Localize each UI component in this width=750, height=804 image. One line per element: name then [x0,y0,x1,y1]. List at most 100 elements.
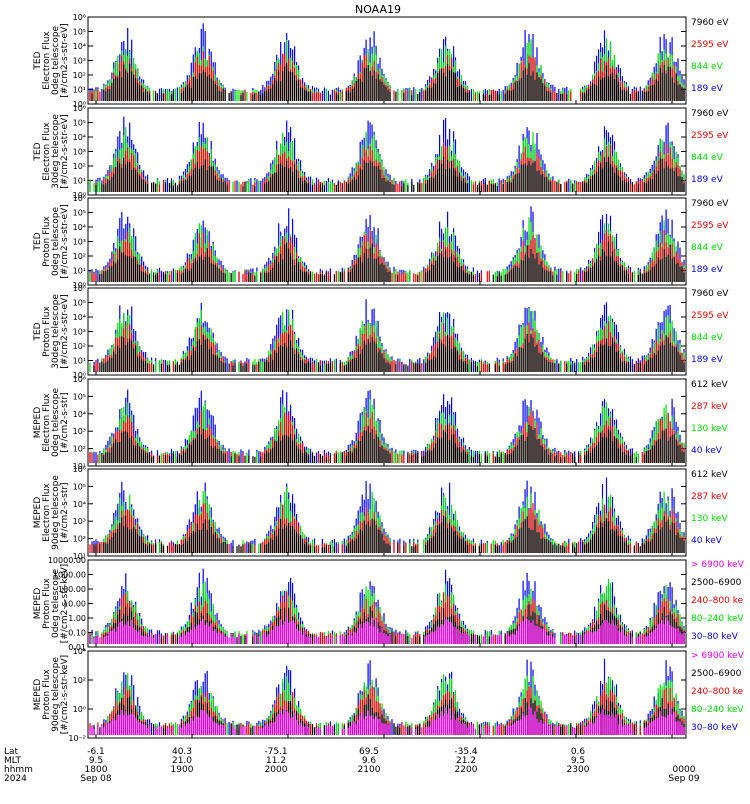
time-axis-row-label: MLT [4,756,22,766]
legend-entry: 189 eV [691,355,724,365]
y-tick-label: 10⁴ [73,313,86,322]
time-axis-value: 9.5 [571,756,585,766]
legend-entry: 189 eV [691,84,724,94]
time-axis-value: 69.5 [359,747,379,757]
y-axis-label-line: 30deg telescope [51,294,61,369]
legend-entry: 2500–6900 [691,578,742,588]
y-tick-label: 10¹ [73,462,86,471]
legend-entry: 30–80 keV [691,723,739,733]
series-trace-4 [93,333,685,372]
series-trace-4 [91,62,685,101]
y-tick-label: 10⁶ [73,104,86,113]
y-tick-label: 10³ [73,427,86,436]
time-axis-row-label: hhmm [4,765,33,775]
y-axis-label-line: 30deg telescope [51,114,61,189]
y-tick-label: 10000.00 [48,556,86,565]
y-axis-label-line: TED [33,142,43,161]
y-axis-label-line: Electron Flux [42,393,52,452]
time-axis-value: -35.4 [454,747,478,757]
y-tick-label: 10⁵ [73,28,86,37]
time-axis-value: 40.3 [172,747,192,757]
time-axis-value: 0.6 [571,747,586,757]
y-tick-label: 10⁶ [73,284,86,293]
y-axis-label-line: TED [33,322,43,341]
y-tick-label: 10³ [73,148,86,157]
y-axis-label-line: 0deg telescope [51,569,61,639]
y-tick-label: 10² [73,676,86,685]
y-tick-label: 10² [73,535,86,544]
y-tick-label: 10¹ [73,552,86,561]
y-axis-label-line: [#/cm2-s-str-keV] [60,564,70,643]
series-trace-4 [99,241,685,282]
series-trace-4 [101,424,685,463]
series-trace-1 [93,658,685,735]
panel-frame [87,468,687,557]
legend-entry: 612 keV [691,380,728,390]
y-tick-label: 1000.00 [53,571,86,580]
time-axis: Lat -6.1 40.3 -75.1 69.5 -35.4 0.6 MLT 9.5 21.0 11… [4,747,700,784]
y-tick-label: 10⁴ [73,647,86,656]
y-tick-label: 10⁵ [73,482,86,491]
y-tick-label: 10⁶ [73,13,86,22]
legend-entry: 844 eV [691,153,724,163]
y-axis-label-line: MEPED [33,679,43,711]
y-tick-label: 100.00 [58,585,86,594]
y-axis-label-line: TED [33,232,43,251]
time-axis-value: 2000 [265,765,288,775]
legend-entry: 287 keV [691,402,728,412]
legend-entry: > 6900 keV [691,651,745,661]
time-axis-end-label: 0000 [673,765,696,775]
y-tick-label: 0.10 [68,629,86,638]
y-axis-label-line: [#/cm2-s-str-eV] [60,23,70,98]
legend-entry: 189 eV [691,175,724,185]
y-tick-label: 10⁴ [73,42,86,51]
y-tick-label: 10³ [73,238,86,247]
time-axis-value: -6.1 [87,747,105,757]
y-tick-label: 10⁰ [73,281,86,290]
legend-entry: 7960 eV [691,199,729,209]
y-tick-label: 1.00 [68,614,86,623]
time-axis-value: 2300 [567,765,590,775]
y-tick-label: 10⁵ [73,392,86,401]
y-tick-label: 10⁰ [73,371,86,380]
time-axis-value: 9.6 [362,756,377,766]
y-tick-label: 10⁻² [68,734,86,743]
y-axis-label-line: Proton Flux [42,306,52,357]
time-axis-value: Sep 08 [80,774,112,784]
legend-entry: > 6900 keV [691,560,745,570]
time-axis-value: 1900 [171,765,194,775]
panel-8: 10⁻² 10⁰ 10² 10⁴ MEPED Proton Flux 90deg teles… [33,647,745,743]
y-axis-label-line: MEPED [33,407,43,439]
y-tick-label: 10³ [73,517,86,526]
legend-entry: 80–240 keV [691,614,744,624]
legend-entry: 2595 eV [691,221,729,231]
legend-entry: 80–240 keV [691,705,744,715]
y-tick-label: 10⁵ [73,119,86,128]
y-tick-label: 10⁵ [73,209,86,218]
y-axis-label-line: [#/cm2-s-str-keV] [60,655,70,734]
y-tick-label: 10⁴ [73,133,86,142]
y-axis-label-line: [#/cm2-s-str] [60,482,70,542]
legend-entry: 240–800 ke [691,687,744,697]
y-tick-label: 10⁴ [73,410,86,419]
y-axis-label-line: 90deg telescope [51,657,61,732]
y-axis-label-line: Electron Flux [42,122,52,181]
y-tick-label: 10¹ [73,86,86,95]
y-tick-label: 10⁶ [73,194,86,203]
time-axis-value: 1800 [85,765,108,775]
legend-entry: 130 keV [691,514,728,524]
legend-entry: 130 keV [691,424,728,434]
time-axis-value: -75.1 [264,747,287,757]
y-axis-label-line: Proton Flux [42,216,52,267]
y-axis-label-line: MEPED [33,497,43,529]
series-trace-1 [93,299,685,372]
y-tick-label: 10⁴ [73,500,86,509]
y-axis-label-line: [#/cm2-s-str-eV] [60,204,70,279]
legend-entry: 2595 eV [691,131,729,141]
series-trace-5 [89,615,685,644]
panel-3: 10⁰ 10¹ 10² 10³ 10⁴ 10⁵ 10⁶ TED Proton Flux 0deg … [33,194,729,290]
y-tick-label: 10² [73,445,86,454]
